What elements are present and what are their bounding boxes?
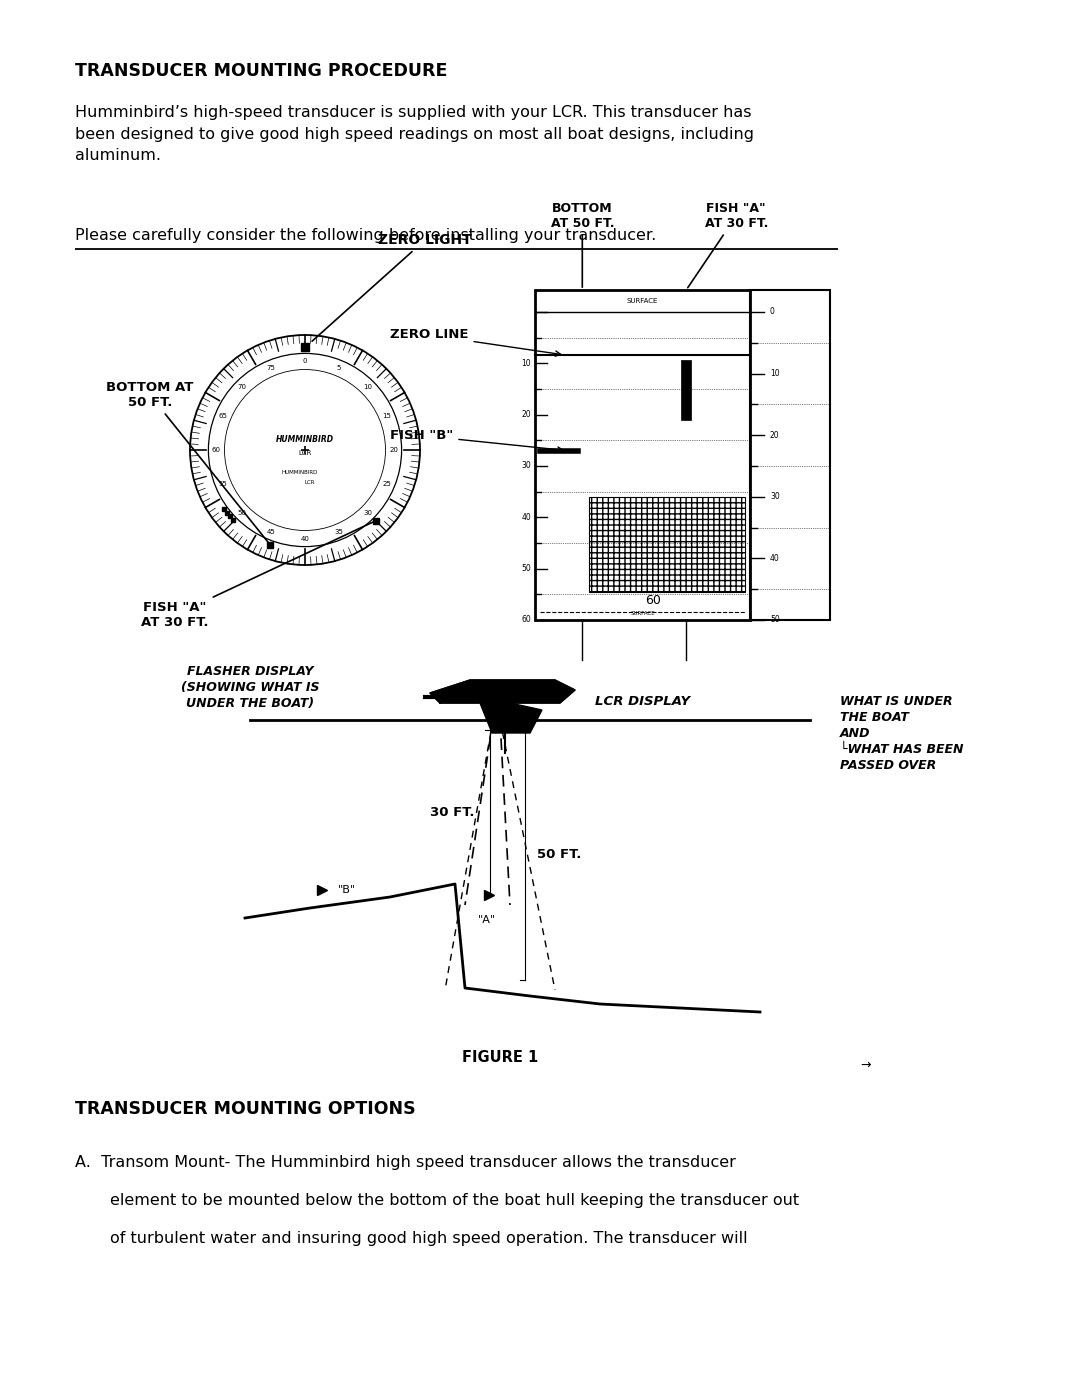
Text: LCR DISPLAY: LCR DISPLAY bbox=[595, 694, 690, 708]
Text: 40: 40 bbox=[300, 535, 310, 542]
Text: 5: 5 bbox=[337, 365, 341, 372]
Text: FIGURE 1: FIGURE 1 bbox=[462, 1051, 538, 1065]
Text: 20: 20 bbox=[389, 447, 399, 453]
Text: SURFACE: SURFACE bbox=[626, 298, 658, 305]
Text: 65: 65 bbox=[219, 414, 228, 419]
Text: "A": "A" bbox=[478, 915, 496, 925]
Text: ZERO LINE: ZERO LINE bbox=[390, 328, 561, 356]
Text: BOTTOM
AT 50 FT.: BOTTOM AT 50 FT. bbox=[551, 203, 615, 288]
Text: 60: 60 bbox=[212, 447, 221, 453]
Text: FISH "B": FISH "B" bbox=[390, 429, 563, 453]
Text: 10: 10 bbox=[363, 384, 373, 390]
Text: LCR: LCR bbox=[298, 450, 312, 455]
Text: 50: 50 bbox=[770, 616, 780, 624]
Text: →: → bbox=[860, 1059, 870, 1071]
Text: BOTTOM AT
50 FT.: BOTTOM AT 50 FT. bbox=[106, 381, 269, 543]
Text: WHAT IS UNDER
THE BOAT
AND
└WHAT HAS BEEN
PASSED OVER: WHAT IS UNDER THE BOAT AND └WHAT HAS BEE… bbox=[840, 694, 963, 773]
Text: 50 FT.: 50 FT. bbox=[537, 848, 581, 862]
Text: 30: 30 bbox=[770, 492, 780, 502]
Text: 0: 0 bbox=[770, 307, 774, 317]
Bar bbox=[681, 360, 691, 420]
Text: 35: 35 bbox=[335, 529, 343, 535]
Text: 15: 15 bbox=[382, 414, 391, 419]
Text: 40: 40 bbox=[770, 553, 780, 563]
Text: Humminbird’s high-speed transducer is supplied with your LCR. This transducer ha: Humminbird’s high-speed transducer is su… bbox=[75, 105, 754, 163]
Text: 10: 10 bbox=[522, 359, 531, 367]
Text: 50: 50 bbox=[238, 510, 247, 515]
Text: 30: 30 bbox=[363, 510, 373, 515]
Text: 60: 60 bbox=[522, 616, 531, 624]
Text: 25: 25 bbox=[382, 481, 391, 488]
Text: Please carefully consider the following before installing your transducer.: Please carefully consider the following … bbox=[75, 228, 657, 243]
Polygon shape bbox=[430, 680, 575, 703]
Text: FISH "A"
AT 30 FT.: FISH "A" AT 30 FT. bbox=[141, 522, 374, 629]
Bar bbox=[589, 497, 745, 592]
Bar bbox=[750, 291, 831, 620]
Text: 20: 20 bbox=[770, 430, 780, 440]
Text: 10: 10 bbox=[770, 369, 780, 379]
Text: 40: 40 bbox=[522, 513, 531, 522]
Text: LCR: LCR bbox=[305, 481, 315, 486]
Text: "B": "B" bbox=[338, 886, 356, 895]
Text: 30 FT.: 30 FT. bbox=[431, 806, 475, 819]
Text: HUMMINBIRD: HUMMINBIRD bbox=[275, 436, 334, 444]
Text: 60: 60 bbox=[646, 594, 661, 606]
Text: ZERO LIGHT: ZERO LIGHT bbox=[312, 233, 472, 341]
Text: TRANSDUCER MOUNTING OPTIONS: TRANSDUCER MOUNTING OPTIONS bbox=[75, 1099, 416, 1118]
Text: 0: 0 bbox=[302, 359, 307, 365]
Text: of turbulent water and insuring good high speed operation. The transducer will: of turbulent water and insuring good hig… bbox=[110, 1231, 747, 1246]
Text: 75: 75 bbox=[267, 365, 275, 372]
Text: element to be mounted below the bottom of the boat hull keeping the transducer o: element to be mounted below the bottom o… bbox=[110, 1193, 799, 1208]
Bar bbox=[535, 291, 750, 620]
Text: FLASHER DISPLAY
(SHOWING WHAT IS
UNDER THE BOAT): FLASHER DISPLAY (SHOWING WHAT IS UNDER T… bbox=[180, 665, 320, 710]
Text: 20: 20 bbox=[522, 411, 531, 419]
Text: 30: 30 bbox=[522, 461, 531, 471]
Text: A.  Transom Mount- The Humminbird high speed transducer allows the transducer: A. Transom Mount- The Humminbird high sp… bbox=[75, 1155, 735, 1171]
Text: TRANSDUCER MOUNTING PROCEDURE: TRANSDUCER MOUNTING PROCEDURE bbox=[75, 61, 447, 80]
Text: SURFACE: SURFACE bbox=[631, 610, 654, 616]
Polygon shape bbox=[480, 703, 542, 733]
Text: 45: 45 bbox=[267, 529, 275, 535]
Text: 50: 50 bbox=[522, 564, 531, 573]
Text: 55: 55 bbox=[219, 481, 228, 488]
Text: FISH "A"
AT 30 FT.: FISH "A" AT 30 FT. bbox=[688, 203, 768, 288]
Text: HUMMINBIRD: HUMMINBIRD bbox=[282, 469, 319, 475]
Text: 70: 70 bbox=[238, 384, 247, 390]
